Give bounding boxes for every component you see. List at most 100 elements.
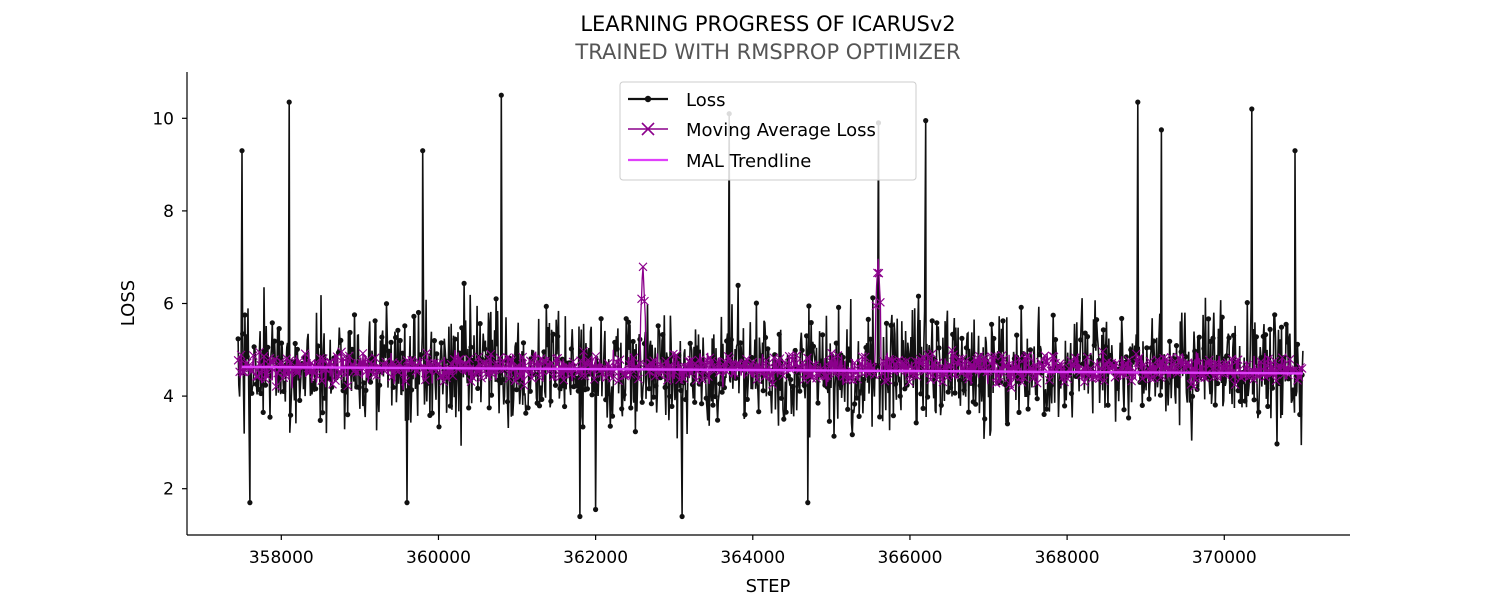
loss-point	[760, 388, 766, 394]
loss-point	[1256, 409, 1262, 415]
loss-point	[1267, 326, 1273, 332]
loss-point	[420, 148, 426, 154]
loss-point	[639, 399, 645, 405]
legend: Loss Moving Average Loss MAL Trendline	[619, 81, 917, 181]
loss-point	[778, 395, 785, 401]
loss-point	[621, 392, 627, 398]
chart-subtitle: TRAINED WITH RMSPROP OPTIMIZER	[574, 40, 960, 64]
loss-point	[472, 361, 479, 367]
loss-point	[762, 334, 769, 341]
loss-point	[1294, 341, 1301, 347]
loss-point	[1128, 347, 1134, 353]
loss-point	[347, 329, 353, 336]
loss-point	[294, 346, 300, 352]
loss-point	[1105, 402, 1111, 408]
loss-point	[349, 346, 355, 352]
x-tick-label: 358000	[249, 548, 314, 568]
loss-point	[804, 333, 810, 339]
loss-point	[870, 295, 876, 301]
loss-point	[991, 335, 997, 342]
loss-point	[632, 429, 639, 435]
loss-point	[523, 410, 529, 416]
loss-point	[514, 387, 520, 393]
series-mal-trendline	[241, 365, 1303, 375]
loss-point	[648, 401, 655, 407]
loss-point	[1050, 312, 1056, 318]
loss-point	[466, 405, 472, 411]
loss-point	[267, 414, 273, 420]
loss-point	[1274, 441, 1280, 447]
loss-point	[240, 331, 246, 337]
loss-point	[753, 300, 760, 306]
loss-point	[591, 387, 597, 393]
loss-point	[297, 397, 303, 403]
legend-entry-moving-average: Moving Average Loss	[628, 120, 876, 141]
loss-point	[550, 331, 556, 337]
loss-point	[989, 321, 995, 327]
loss-point	[877, 414, 883, 420]
loss-point	[249, 390, 255, 396]
loss-point	[1158, 127, 1164, 133]
loss-point	[815, 400, 821, 406]
loss-point	[938, 402, 944, 408]
x-ticks: 358000 360000 362000 364000 366000 368000 3700…	[249, 535, 1257, 568]
trendline	[241, 365, 1303, 375]
loss-point	[918, 391, 924, 397]
loss-point	[1137, 379, 1143, 385]
loss-point	[557, 385, 563, 392]
loss-point	[1253, 334, 1259, 340]
loss-point	[573, 383, 579, 389]
loss-point	[1242, 398, 1248, 404]
loss-point	[386, 348, 392, 354]
x-tick-label: 370000	[1192, 548, 1257, 568]
loss-point	[708, 385, 714, 391]
loss-point	[1269, 385, 1275, 391]
loss-point	[655, 323, 661, 329]
loss-point	[577, 513, 583, 520]
loss-point	[683, 396, 689, 403]
loss-point	[281, 388, 287, 394]
loss-point	[945, 389, 951, 395]
loss-point	[1094, 317, 1100, 323]
loss-point	[1183, 354, 1189, 360]
loss-point	[1027, 347, 1033, 353]
loss-point	[1041, 411, 1047, 417]
loss-point	[897, 393, 903, 399]
loss-point	[923, 118, 929, 124]
loss-point	[1062, 403, 1068, 409]
loss-point	[947, 385, 954, 391]
loss-point	[393, 334, 399, 341]
loss-point	[1068, 390, 1075, 397]
loss-point	[874, 363, 881, 369]
loss-point	[1114, 385, 1120, 391]
loss-point	[247, 500, 253, 506]
loss-point	[1123, 354, 1129, 360]
loss-point	[1016, 409, 1022, 415]
legend-entry-trendline: MAL Trendline	[628, 151, 811, 172]
loss-point	[979, 386, 986, 392]
loss-point	[609, 413, 616, 419]
loss-point	[418, 352, 424, 358]
loss-point	[276, 326, 282, 332]
legend-moving-average-marker	[641, 122, 655, 136]
loss-point	[628, 405, 634, 411]
loss-point	[278, 340, 285, 346]
plot-area	[233, 92, 1307, 520]
loss-point	[317, 417, 323, 423]
loss-point	[411, 313, 417, 319]
chart-title: LEARNING PROGRESS OF ICARUSv2	[580, 12, 955, 36]
loss-point	[598, 316, 604, 322]
loss-point	[562, 403, 568, 410]
loss-point	[482, 346, 488, 352]
loss-point	[847, 357, 853, 363]
loss-point	[239, 148, 245, 154]
loss-point	[1034, 396, 1040, 402]
loss-point	[272, 338, 278, 344]
loss-point	[797, 388, 803, 394]
loss-point	[1146, 396, 1152, 402]
loss-point	[536, 403, 543, 409]
loss-point	[390, 384, 396, 390]
loss-point	[703, 395, 709, 401]
loss-point	[251, 344, 257, 350]
loss-point	[459, 325, 465, 331]
